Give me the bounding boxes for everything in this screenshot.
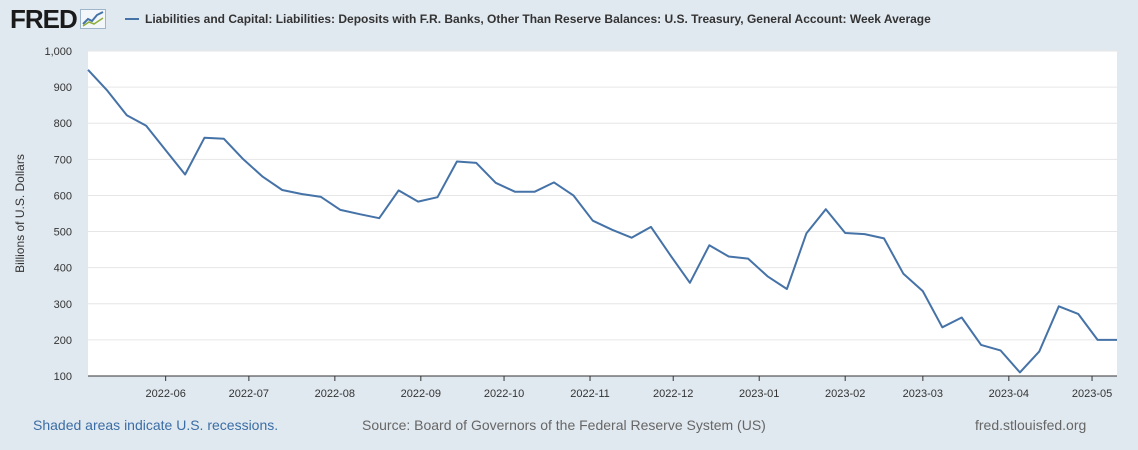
x-tick-label: 2022-09 — [401, 388, 441, 400]
x-tick-label: 2022-08 — [315, 388, 355, 400]
legend: Liabilities and Capital: Liabilities: De… — [125, 12, 931, 26]
x-tick-label: 2022-10 — [484, 388, 524, 400]
y-tick-label: 500 — [54, 227, 72, 239]
x-tick-label: 2023-02 — [825, 388, 865, 400]
y-axis-title: Billions of U.S. Dollars — [13, 154, 27, 273]
x-tick-label: 2023-05 — [1072, 388, 1112, 400]
y-tick-label: 400 — [54, 263, 72, 275]
legend-swatch — [125, 18, 139, 20]
x-tick-label: 2022-11 — [570, 388, 610, 400]
legend-series-name: Liabilities and Capital: Liabilities: De… — [145, 12, 931, 26]
fred-logo[interactable]: FRED — [10, 6, 106, 32]
y-tick-label: 300 — [54, 299, 72, 311]
series-line — [87, 69, 1117, 374]
y-tick-label: 1,000 — [44, 46, 72, 58]
logo-text: FRED — [10, 4, 78, 34]
y-tick-label: 600 — [54, 190, 72, 202]
site-link[interactable]: fred.stlouisfed.org — [975, 417, 1087, 433]
y-tick-label: 700 — [54, 154, 72, 166]
chart-line-icon — [79, 9, 106, 29]
source-note: Source: Board of Governors of the Federa… — [362, 417, 766, 433]
y-tick-label: 800 — [54, 118, 72, 130]
y-tick-label: 900 — [54, 82, 72, 94]
x-tick-label: 2022-12 — [653, 388, 693, 400]
recessions-note: Shaded areas indicate U.S. recessions. — [33, 417, 279, 433]
x-tick-label: 2022-06 — [145, 388, 185, 400]
x-tick-label: 2023-03 — [903, 388, 943, 400]
x-tick-label: 2023-01 — [739, 388, 779, 400]
y-tick-label: 100 — [54, 371, 72, 383]
plot-background — [88, 51, 1117, 376]
chart-area[interactable]: 100 200 300 400 500 600 700 800 900 1,000 2022-06 2… — [0, 40, 1138, 410]
x-tick-label: 2022-07 — [229, 388, 269, 400]
y-tick-label: 200 — [54, 335, 72, 347]
x-tick-label: 2023-04 — [989, 388, 1029, 400]
chart-header: FRED Liabilities and Capital: Liabilitie… — [0, 0, 1138, 40]
